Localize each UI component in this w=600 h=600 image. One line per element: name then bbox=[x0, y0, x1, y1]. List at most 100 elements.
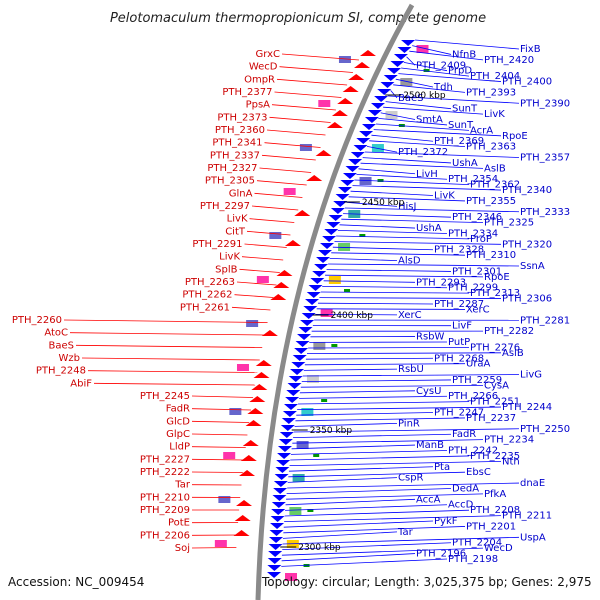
forward-gene-label: RsbW bbox=[416, 332, 445, 343]
reverse-connector bbox=[264, 142, 321, 148]
forward-connector bbox=[288, 466, 434, 472]
forward-gene-label: PTH_2247 bbox=[434, 408, 484, 419]
reverse-connector bbox=[75, 344, 263, 348]
reverse-gene-label: PTH_2360 bbox=[215, 125, 265, 136]
forward-gene-label: UshA bbox=[452, 158, 478, 169]
forward-connector bbox=[380, 112, 416, 120]
reverse-connector bbox=[244, 243, 287, 248]
reverse-gene-label: PTH_2291 bbox=[192, 239, 242, 250]
reverse-gene-arrow bbox=[326, 122, 343, 128]
forward-gene-arrow bbox=[353, 145, 368, 151]
forward-gene-label: PTH_2251 bbox=[470, 397, 520, 408]
forward-connector bbox=[350, 190, 434, 196]
forward-connector bbox=[283, 526, 466, 534]
reverse-connector bbox=[276, 78, 348, 86]
forward-gene-arrow bbox=[306, 292, 321, 298]
forward-connector bbox=[284, 515, 502, 522]
forward-gene-label: PTH_2282 bbox=[484, 326, 534, 337]
forward-gene-label: AslB bbox=[502, 348, 524, 359]
reverse-gene-arrow bbox=[342, 86, 359, 92]
forward-connector bbox=[348, 196, 466, 202]
forward-gene-arrow bbox=[272, 495, 287, 501]
forward-gene-arrow bbox=[273, 488, 288, 494]
forward-gene-label: PTH_2281 bbox=[520, 315, 570, 326]
forward-gene-label: PTH_2293 bbox=[416, 277, 466, 288]
forward-gene-label: Tdh bbox=[433, 82, 453, 93]
gene-feature-box bbox=[292, 474, 305, 482]
forward-connector bbox=[297, 406, 502, 410]
forward-gene-arrow bbox=[367, 110, 382, 116]
forward-gene-arrow bbox=[374, 96, 389, 102]
reverse-gene-arrow bbox=[273, 282, 290, 288]
forward-connector bbox=[323, 280, 416, 283]
reverse-gene-arrow bbox=[255, 360, 272, 366]
gc-marker bbox=[313, 454, 320, 457]
gene-feature-box bbox=[218, 496, 231, 503]
forward-gene-label: FadR bbox=[452, 429, 476, 440]
forward-gene-arrow bbox=[279, 432, 294, 438]
forward-connector bbox=[287, 477, 398, 483]
forward-gene-label: PTH_2334 bbox=[448, 228, 498, 239]
forward-gene-arrow bbox=[291, 362, 306, 368]
reverse-gene-label: SplB bbox=[215, 264, 237, 275]
forward-connector bbox=[299, 390, 416, 394]
forward-connector bbox=[304, 363, 466, 366]
forward-gene-arrow bbox=[297, 334, 312, 340]
reverse-connector bbox=[191, 547, 237, 549]
forward-connector bbox=[303, 368, 398, 371]
forward-connector bbox=[293, 433, 452, 438]
forward-gene-arrow bbox=[271, 509, 286, 515]
forward-gene-arrow bbox=[314, 264, 329, 270]
gene-feature-box bbox=[283, 188, 296, 195]
forward-gene-label: AccA bbox=[416, 494, 441, 505]
reverse-gene-arrow bbox=[253, 372, 270, 378]
forward-gene-arrow bbox=[282, 411, 297, 417]
forward-connector bbox=[352, 185, 502, 191]
accession-text: Accession: NC_009454 bbox=[8, 575, 144, 589]
forward-gene-label: PTH_2301 bbox=[452, 266, 502, 277]
forward-gene-arrow bbox=[273, 481, 288, 487]
forward-gene-arrow bbox=[269, 537, 284, 543]
forward-gene-arrow bbox=[286, 390, 301, 396]
forward-connector bbox=[412, 45, 452, 55]
reverse-gene-arrow bbox=[359, 50, 376, 56]
reverse-connector bbox=[191, 395, 254, 398]
forward-gene-label: LivF bbox=[452, 321, 472, 332]
reverse-gene-label: AbiF bbox=[70, 378, 92, 389]
kbp-tick-label: 2500 kbp bbox=[403, 91, 446, 101]
forward-connector bbox=[331, 252, 466, 256]
reverse-connector bbox=[191, 458, 245, 461]
reverse-gene-label: Wzb bbox=[59, 353, 80, 364]
forward-gene-arrow bbox=[330, 208, 345, 214]
reverse-gene-label: PTH_2297 bbox=[200, 201, 250, 212]
reverse-gene-label: PTH_2377 bbox=[222, 87, 272, 98]
reverse-gene-arrow bbox=[233, 530, 250, 536]
forward-gene-label: PTH_2313 bbox=[470, 288, 520, 299]
reverse-gene-label: BaeS bbox=[49, 340, 75, 351]
forward-gene-label: UraA bbox=[466, 359, 491, 370]
forward-connector bbox=[393, 84, 466, 93]
forward-gene-arrow bbox=[337, 187, 352, 193]
reverse-connector bbox=[191, 408, 252, 411]
gene-feature-box bbox=[313, 342, 326, 350]
forward-connector bbox=[290, 450, 448, 455]
forward-gene-arrow bbox=[377, 89, 392, 95]
forward-gene-label: LivK bbox=[484, 109, 505, 120]
forward-connector bbox=[354, 179, 470, 186]
reverse-connector bbox=[279, 66, 353, 73]
reverse-connector bbox=[241, 256, 284, 261]
kbp-tick-label: 2450 kbp bbox=[362, 198, 405, 208]
forward-gene-label: NfnB bbox=[452, 49, 476, 60]
forward-gene-label: RpoE bbox=[484, 272, 510, 283]
forward-gene-label: LivG bbox=[520, 370, 542, 381]
reverse-gene-label: CitT bbox=[225, 226, 246, 237]
forward-gene-arrow bbox=[268, 544, 283, 550]
gene-feature-box bbox=[299, 144, 312, 151]
kbp-ticks: 2500 kbp 2450 kbp 2400 kbp 2350 kbp 2300 kbp bbox=[280, 91, 446, 553]
forward-gene-label: Tar bbox=[397, 527, 414, 538]
forward-gene-label: ProP bbox=[470, 234, 492, 245]
forward-gene-label: UspA bbox=[520, 532, 546, 543]
forward-gene-label: PTH_2237 bbox=[466, 413, 516, 424]
forward-connector bbox=[318, 302, 434, 305]
